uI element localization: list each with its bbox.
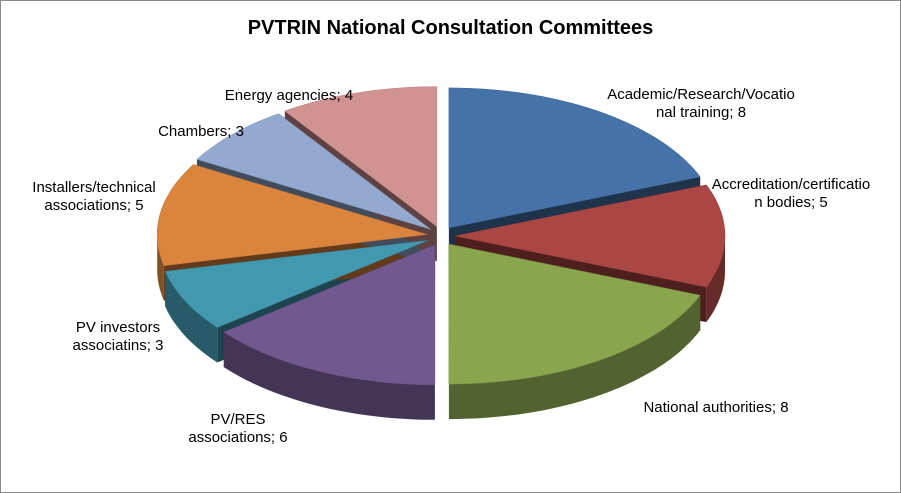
category-label: Chambers; — [158, 123, 232, 140]
slice-side — [165, 271, 218, 363]
slice-side — [223, 332, 435, 420]
value-label: 4 — [344, 87, 354, 104]
value-label: 5 — [819, 194, 828, 211]
category-label: Accreditation/certification bodies; — [711, 176, 871, 211]
data-label: Installers/technical associations; 5 — [9, 179, 179, 215]
slice — [454, 184, 726, 288]
data-label: PV/RES associations; 6 — [168, 411, 308, 447]
category-label: Energy agencies; — [224, 87, 341, 104]
data-label: National authorities; 8 — [626, 399, 806, 417]
value-label: 8 — [737, 104, 747, 121]
slice — [448, 87, 701, 229]
slice — [223, 244, 436, 386]
category-label: Academic/Research/Vocational training; — [607, 86, 795, 121]
value-label: 5 — [135, 197, 144, 214]
slice-side — [448, 295, 701, 420]
value-label: 3 — [235, 123, 244, 140]
category-label: National authorities; — [643, 399, 777, 416]
chart-title: PVTRIN National Consultation Committees — [247, 17, 654, 39]
data-label: Chambers; 3 — [141, 123, 261, 141]
value-label: 8 — [780, 399, 789, 416]
slice — [196, 113, 431, 230]
value-label: 6 — [279, 429, 288, 446]
category-label: PV/RES associations; — [188, 411, 276, 446]
slice-side — [706, 236, 725, 323]
data-label: Academic/Research/Vocational training; 8 — [606, 86, 796, 122]
slice — [448, 243, 701, 385]
value-label: 3 — [155, 337, 164, 354]
data-label: Accreditation/certification bodies; 5 — [711, 176, 871, 212]
data-label: Energy agencies; 4 — [204, 87, 374, 105]
slice — [164, 240, 429, 328]
category-label: Installers/technical associations; — [32, 179, 156, 214]
category-label: PV investors associatins; — [72, 319, 161, 354]
slice — [284, 86, 438, 228]
slice — [156, 164, 428, 266]
data-label: PV investors associatins; 3 — [53, 319, 183, 355]
